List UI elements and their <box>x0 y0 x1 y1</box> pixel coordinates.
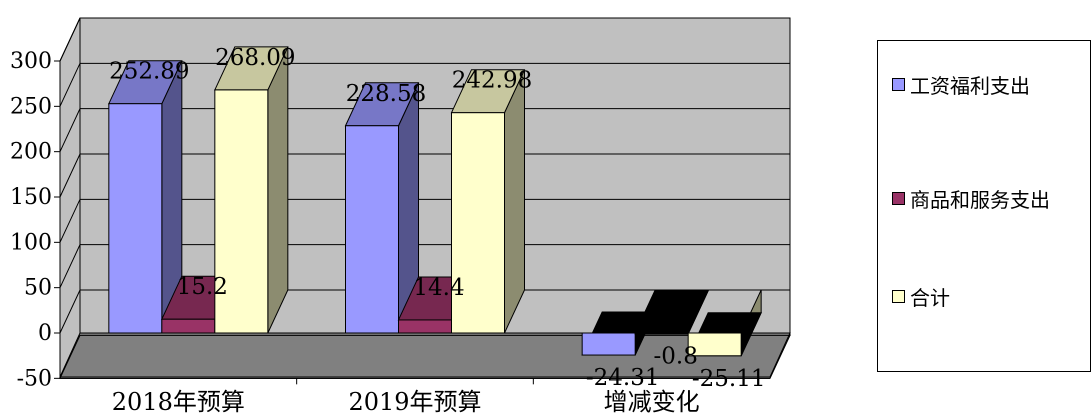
chart-canvas: 300 250 200 150 100 50 0 -50 2018年预算 2019年预算 增减变化… <box>10 17 791 416</box>
gridline <box>59 108 790 152</box>
data-label: 252.89 <box>109 59 189 85</box>
legend-swatch-total <box>892 290 905 303</box>
bar <box>108 60 183 334</box>
data-label: 242.98 <box>452 68 532 94</box>
legend-label-wages: 工资福利支出 <box>910 74 1030 98</box>
legend-swatch-wages <box>892 78 905 91</box>
gridline <box>59 334 790 379</box>
data-label: -0.8 <box>653 344 697 370</box>
bars <box>108 46 762 357</box>
legend-label-goods-services: 商品和服务支出 <box>910 188 1050 212</box>
x-category-label: 增减变化 <box>604 388 700 416</box>
axes <box>54 60 770 385</box>
data-label: 15.2 <box>177 274 228 300</box>
bar-front <box>634 332 689 335</box>
y-tick-labels: 300 250 200 150 100 50 0 -50 <box>10 49 52 391</box>
gridline <box>59 17 790 62</box>
gridline <box>59 62 790 107</box>
bar-front <box>161 318 216 334</box>
legend-item-total: 合计 <box>892 285 1088 311</box>
bar-front <box>687 332 742 357</box>
bar-side <box>504 69 525 334</box>
y-tick-label: 100 <box>10 230 52 255</box>
data-label: -25.11 <box>692 366 766 392</box>
bar-side <box>267 46 289 334</box>
legend-swatch-goods-services <box>892 192 905 205</box>
bar <box>344 82 420 334</box>
bar <box>687 289 762 357</box>
legend-item-wages: 工资福利支出 <box>892 73 1088 99</box>
bar <box>634 289 709 335</box>
y-tick-label: 150 <box>10 185 52 210</box>
bar <box>450 69 526 334</box>
gridline <box>59 244 790 288</box>
bar <box>214 46 289 334</box>
data-label: 228.58 <box>346 81 426 107</box>
legend-label-total: 合计 <box>910 286 950 310</box>
y-tick-label: 300 <box>10 49 52 74</box>
gridline <box>59 289 790 334</box>
bar-front <box>108 103 163 334</box>
gridlines <box>59 17 790 379</box>
data-label: -24.31 <box>586 365 660 391</box>
side-wall <box>59 17 81 379</box>
y-tick-label: -50 <box>17 366 52 391</box>
bar-front <box>398 319 452 334</box>
x-category-label: 2018年预算 <box>112 388 245 416</box>
data-labels: 252.89 15.2 268.09 228.58 14.4 242.98 -24.31-0… <box>109 45 765 392</box>
y-tick-label: 200 <box>10 140 52 165</box>
y-tick-label: 0 <box>38 321 52 346</box>
gridline <box>59 198 790 243</box>
bar-front <box>451 112 505 334</box>
x-category-labels: 2018年预算 2019年预算 增减变化 <box>112 388 700 416</box>
data-label: 268.09 <box>215 45 295 71</box>
bar-front <box>581 332 636 356</box>
data-label: 14.4 <box>413 275 464 301</box>
gridline <box>59 153 790 198</box>
y-tick-label: 250 <box>10 94 52 119</box>
legend-item-goods-services: 商品和服务支出 <box>892 187 1088 213</box>
y-tick-label: 50 <box>24 276 52 301</box>
bar-front <box>214 89 269 334</box>
x-category-label: 2019年预算 <box>348 388 481 416</box>
legend: 工资福利支出 商品和服务支出 合计 <box>877 40 1091 372</box>
bar-front <box>345 125 399 334</box>
